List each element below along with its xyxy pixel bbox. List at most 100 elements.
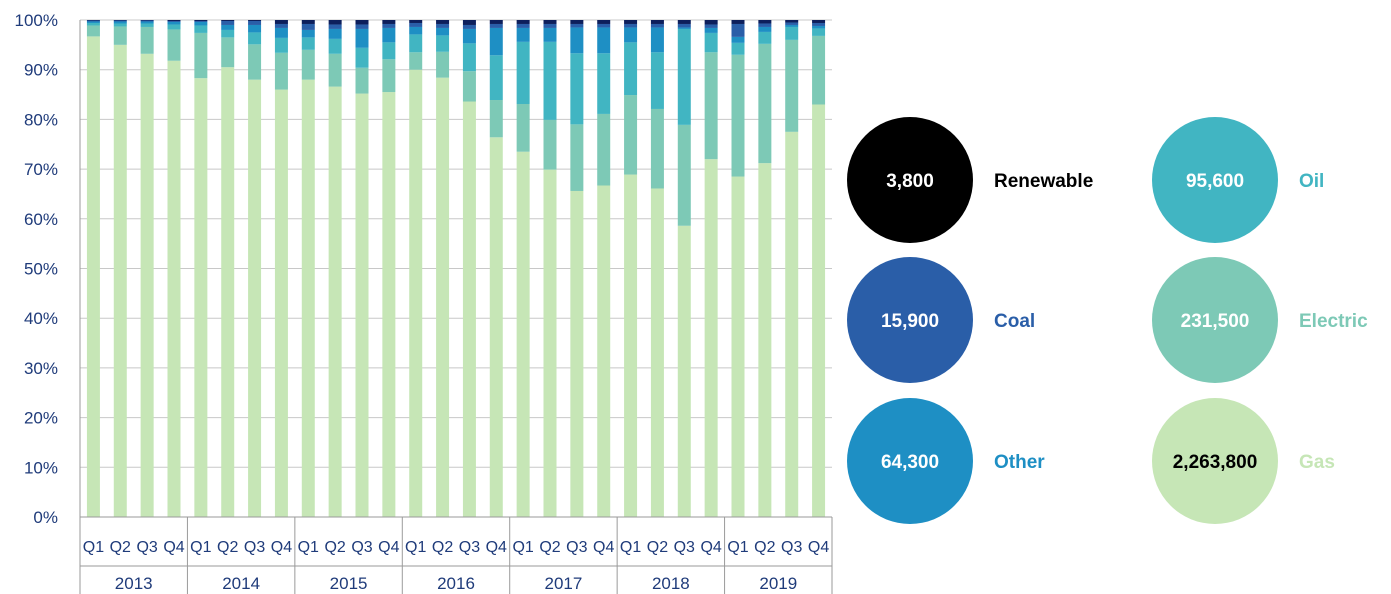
bar-segment-gas bbox=[355, 93, 369, 517]
bar-segment-oil bbox=[194, 25, 208, 33]
bar-segment-electric bbox=[597, 113, 611, 186]
bar-segment-renewable bbox=[274, 20, 288, 24]
bar-segment-oil bbox=[221, 29, 235, 38]
bar-segment-coal bbox=[301, 23, 315, 30]
year-label: 2017 bbox=[545, 574, 583, 593]
bar-segment-renewable bbox=[516, 20, 530, 24]
bar-segment-renewable bbox=[248, 20, 262, 21]
bar-segment-other bbox=[436, 27, 450, 36]
x-tick-label: Q2 bbox=[754, 539, 775, 556]
bar-segment-oil bbox=[274, 37, 288, 53]
bar-segment-gas bbox=[704, 159, 718, 517]
bar-segment-electric bbox=[248, 44, 262, 80]
bubble-circle bbox=[847, 257, 973, 383]
bar-segment-other bbox=[113, 21, 127, 24]
bar-segment-gas bbox=[248, 79, 262, 517]
bar-segment-gas bbox=[462, 101, 476, 518]
y-tick-label: 20% bbox=[24, 409, 58, 428]
x-tick-label: Q3 bbox=[566, 539, 587, 556]
x-tick-label: Q3 bbox=[136, 539, 157, 556]
bar-segment-gas bbox=[812, 104, 826, 518]
bar-segment-coal bbox=[382, 23, 396, 28]
bar-segment-gas bbox=[785, 131, 799, 517]
legend-bubble-gas: 2,263,800 Gas bbox=[1152, 398, 1335, 524]
year-label: 2019 bbox=[759, 574, 797, 593]
bar-segment-other bbox=[516, 27, 530, 42]
bar-segment-electric bbox=[436, 51, 450, 78]
bar-segment-other bbox=[409, 26, 423, 35]
bar-segment-coal bbox=[86, 20, 100, 22]
x-tick-label: Q4 bbox=[378, 539, 399, 556]
bar-segment-gas bbox=[221, 67, 235, 517]
bar-segment-coal bbox=[328, 24, 342, 29]
x-tick-label: Q2 bbox=[324, 539, 345, 556]
bar-segment-oil bbox=[248, 32, 262, 45]
bar-segment-coal bbox=[462, 24, 476, 29]
bar-segment-gas bbox=[677, 225, 691, 517]
bar-segment-electric bbox=[624, 95, 638, 175]
bar-segment-renewable bbox=[650, 20, 664, 24]
bubble-circle bbox=[847, 117, 973, 243]
bubble-circle bbox=[1152, 117, 1278, 243]
bar-segment-electric bbox=[543, 119, 557, 170]
x-tick-label: Q1 bbox=[298, 539, 319, 556]
year-label: 2016 bbox=[437, 574, 475, 593]
x-tick-label: Q3 bbox=[674, 539, 695, 556]
bar-segment-electric bbox=[704, 52, 718, 160]
bar-segment-other bbox=[704, 27, 718, 33]
bar-segment-oil bbox=[570, 53, 584, 125]
bar-segment-coal bbox=[248, 20, 262, 25]
bar-segment-other bbox=[489, 27, 503, 56]
bar-segment-other bbox=[382, 27, 396, 43]
bar-segment-electric bbox=[462, 71, 476, 102]
bar-segment-coal bbox=[194, 20, 208, 22]
bubble-circle bbox=[847, 398, 973, 524]
bar-segment-gas bbox=[409, 69, 423, 517]
bar-segment-electric bbox=[516, 103, 530, 152]
bar-segment-coal bbox=[409, 22, 423, 27]
bar-segment-coal bbox=[731, 23, 745, 37]
year-label: 2018 bbox=[652, 574, 690, 593]
bar-segment-electric bbox=[194, 32, 208, 79]
bar-segment-electric bbox=[409, 52, 423, 70]
bar-segment-oil bbox=[86, 22, 100, 26]
bar-segment-renewable bbox=[731, 20, 745, 24]
bar-segment-coal bbox=[167, 20, 181, 22]
bar-segment-renewable bbox=[436, 20, 450, 24]
bar-segment-electric bbox=[758, 43, 772, 164]
bar-segment-renewable bbox=[624, 20, 638, 24]
x-tick-label: Q4 bbox=[700, 539, 721, 556]
bar-segment-other bbox=[248, 24, 262, 33]
legend-bubble-electric: 231,500 Electric bbox=[1152, 257, 1368, 383]
bar-segment-oil bbox=[731, 42, 745, 55]
y-tick-label: 90% bbox=[24, 61, 58, 80]
year-label: 2015 bbox=[330, 574, 368, 593]
bar-segment-renewable bbox=[382, 20, 396, 24]
bubble-circle bbox=[1152, 257, 1278, 383]
bar-segment-renewable bbox=[355, 20, 369, 25]
bar-segment-other bbox=[462, 28, 476, 44]
bubble-label: Renewable bbox=[994, 171, 1093, 192]
bar-segment-gas bbox=[328, 86, 342, 518]
bar-segment-gas bbox=[489, 137, 503, 518]
bar-segment-other bbox=[650, 27, 664, 53]
bar-segment-gas bbox=[597, 185, 611, 517]
bar-segment-other bbox=[194, 21, 208, 26]
bar-segment-coal bbox=[758, 23, 772, 27]
bar-segment-oil bbox=[140, 23, 154, 27]
x-tick-label: Q4 bbox=[163, 539, 184, 556]
bar-segment-other bbox=[624, 27, 638, 43]
bubble-label: Gas bbox=[1299, 452, 1335, 473]
bar-segment-other bbox=[274, 27, 288, 38]
bar-segment-other bbox=[140, 21, 154, 24]
bubble-label: Oil bbox=[1299, 171, 1324, 192]
bar-segment-oil bbox=[462, 43, 476, 72]
bar-segment-coal bbox=[624, 23, 638, 28]
x-tick-label: Q2 bbox=[217, 539, 238, 556]
bar-segment-gas bbox=[86, 36, 100, 517]
bar-segment-renewable bbox=[221, 20, 235, 21]
bubble-value: 231,500 bbox=[1181, 311, 1250, 332]
bar-segment-oil bbox=[436, 35, 450, 52]
x-tick-label: Q1 bbox=[190, 539, 211, 556]
x-tick-label: Q1 bbox=[727, 539, 748, 556]
